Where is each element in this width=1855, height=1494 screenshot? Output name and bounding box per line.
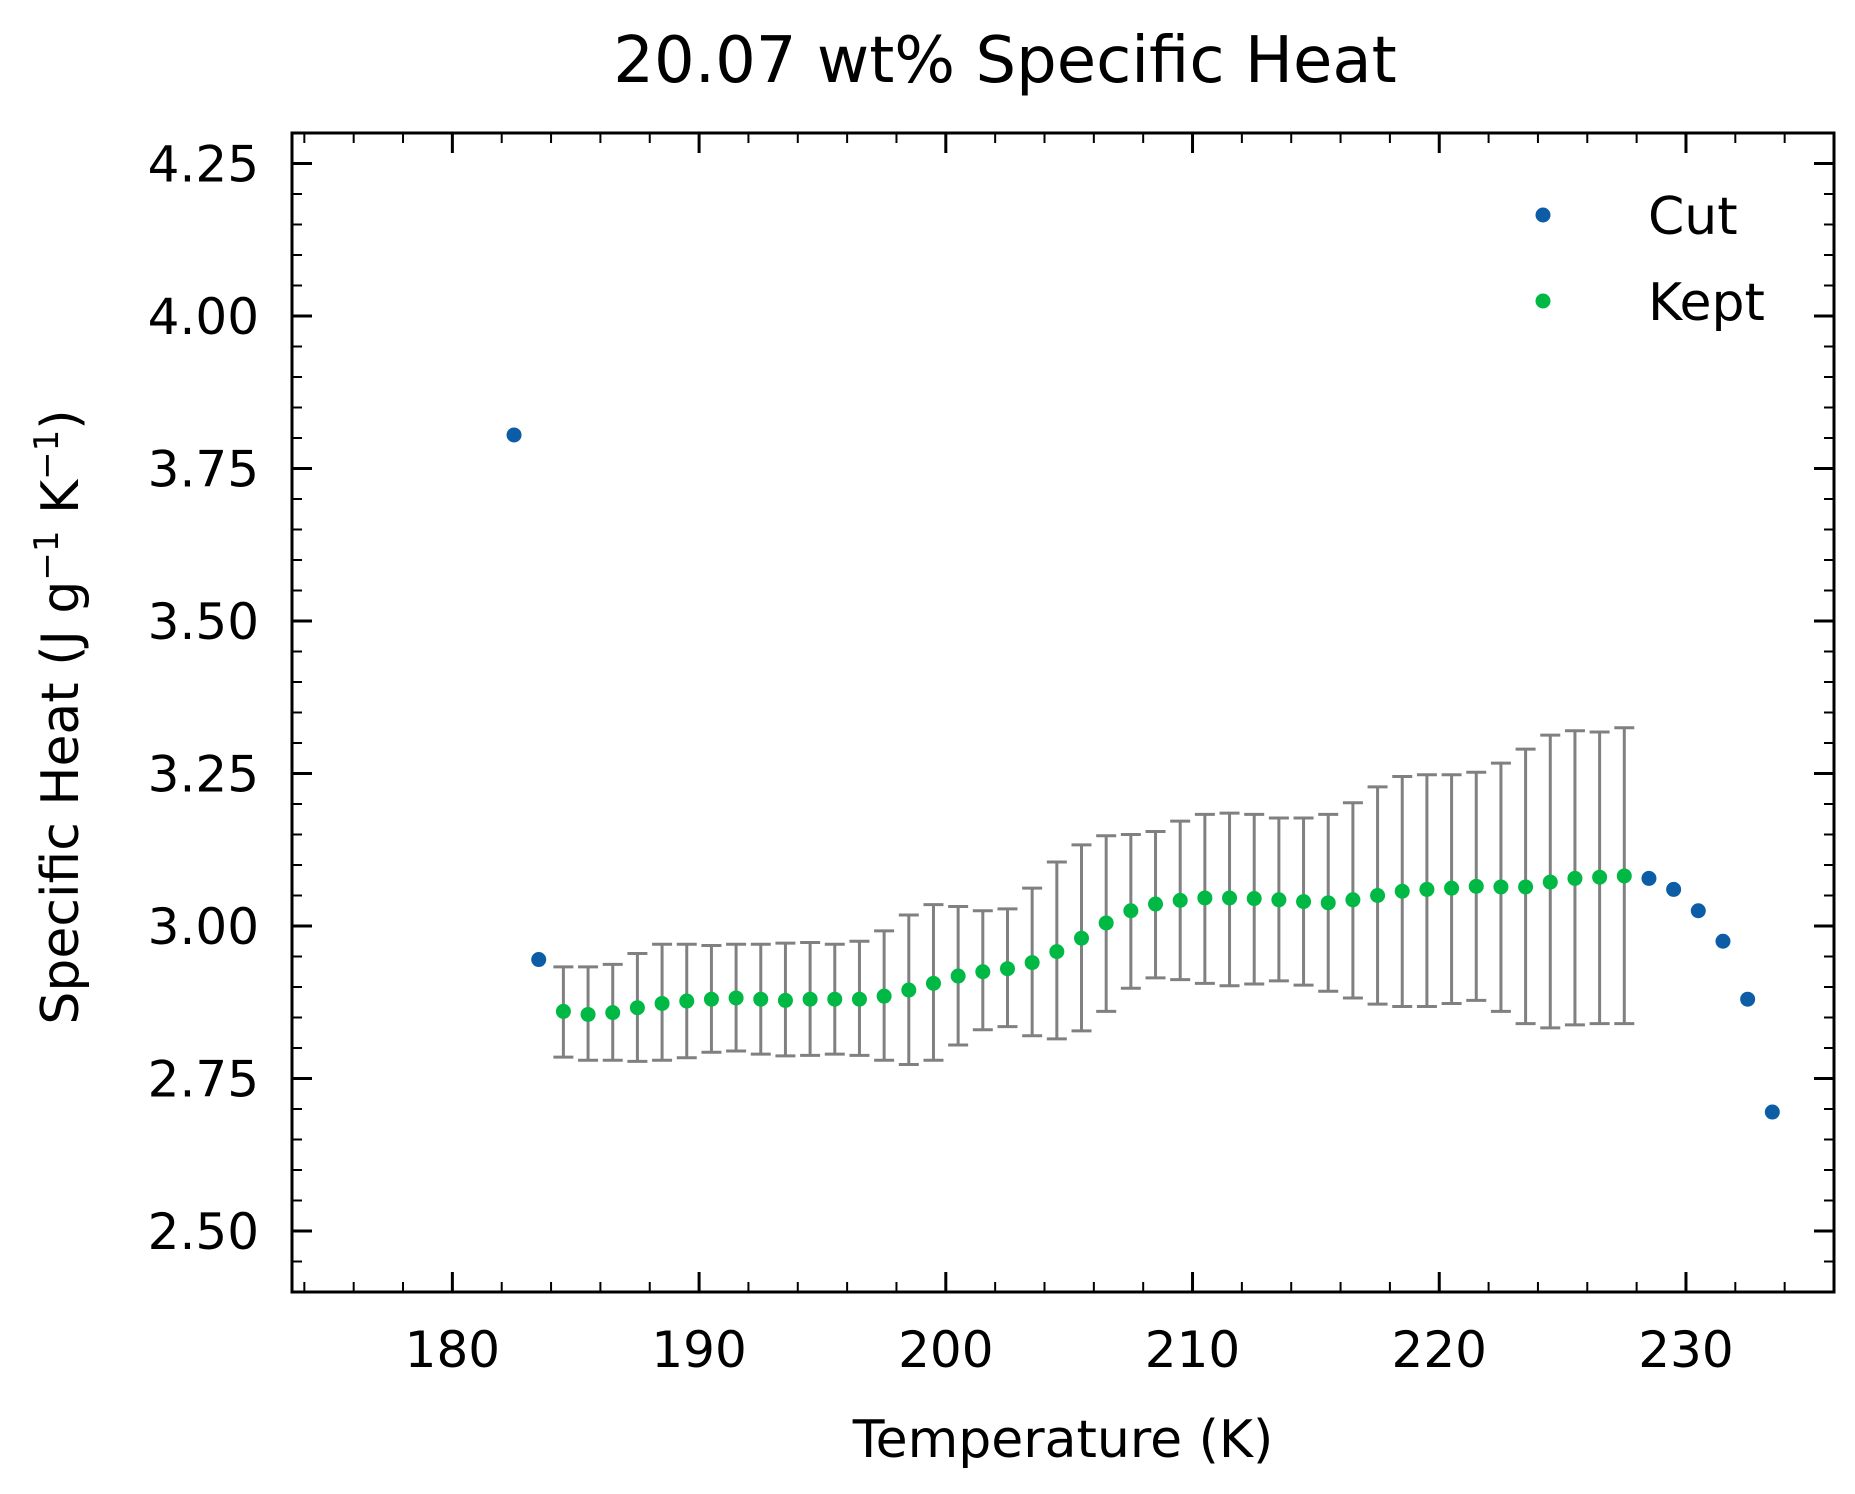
kept-point — [1271, 892, 1287, 908]
chart-title: 20.07 wt% Specific Heat — [613, 24, 1396, 98]
kept-point — [1394, 883, 1410, 899]
cut-point — [1641, 870, 1657, 886]
x-axis-label: Temperature (K) — [852, 1410, 1274, 1470]
kept-point — [1468, 878, 1484, 894]
x-tick-label: 230 — [1638, 1321, 1733, 1379]
kept-point — [851, 991, 867, 1007]
kept-point — [679, 993, 695, 1009]
x-tick-label: 190 — [651, 1321, 746, 1379]
kept-point — [1616, 868, 1632, 884]
kept-point — [1098, 915, 1114, 931]
plot-frame — [290, 131, 1836, 1294]
y-tick-label: 3.50 — [148, 593, 259, 651]
kept-point — [777, 992, 793, 1008]
kept-point — [605, 1005, 621, 1021]
kept-point — [728, 990, 744, 1006]
kept-errorbars — [553, 726, 1635, 1066]
kept-point — [1296, 894, 1312, 910]
x-tick-label: 220 — [1392, 1321, 1487, 1379]
kept-point — [901, 982, 917, 998]
cut-point — [1764, 1104, 1780, 1120]
kept-point — [1246, 891, 1262, 907]
y-tick-label: 3.00 — [148, 898, 259, 956]
y-axis-label-base: Specific Heat (J g — [31, 581, 91, 1025]
legend-marker-cut — [1535, 207, 1551, 223]
y-axis-label-sup2: −1 — [27, 430, 67, 480]
kept-point — [1542, 874, 1558, 890]
kept-point — [827, 991, 843, 1007]
kept-point — [1345, 892, 1361, 908]
y-tick-label: 2.50 — [148, 1203, 259, 1261]
svg-text:Specific Heat (J g−1 K−1): Specific Heat (J g−1 K−1) — [27, 409, 91, 1024]
cut-point — [506, 427, 522, 443]
kept-point — [999, 961, 1015, 977]
kept-point — [1024, 955, 1040, 971]
legend: Cut Kept — [1535, 187, 1765, 333]
cut-point — [1715, 933, 1731, 949]
cut-point — [1740, 991, 1756, 1007]
kept-point — [1320, 895, 1336, 911]
kept-point — [1592, 869, 1608, 885]
kept-point — [1419, 881, 1435, 897]
kept-point — [1222, 890, 1238, 906]
x-tick-label: 210 — [1145, 1321, 1240, 1379]
kept-point — [555, 1003, 571, 1019]
kept-point — [1567, 870, 1583, 886]
y-axis-label-mid: K — [31, 478, 91, 531]
y-tick-label: 3.75 — [148, 441, 259, 499]
cut-point — [531, 952, 547, 968]
kept-point — [1148, 896, 1164, 912]
y-axis-label-sup1: −1 — [27, 530, 67, 580]
legend-marker-kept — [1535, 293, 1551, 309]
kept-point — [925, 975, 941, 991]
kept-point — [1518, 879, 1534, 895]
y-tick-label: 4.25 — [148, 136, 259, 194]
data-points — [506, 427, 1780, 1120]
kept-point — [1123, 903, 1139, 919]
kept-point — [580, 1006, 596, 1022]
x-tick-label: 200 — [898, 1321, 993, 1379]
y-axis-label-end: ) — [31, 409, 91, 429]
kept-point — [703, 991, 719, 1007]
legend-label-cut: Cut — [1648, 187, 1738, 247]
kept-point — [1049, 944, 1065, 960]
kept-point — [975, 964, 991, 980]
kept-point — [654, 995, 670, 1011]
x-tick-label: 180 — [405, 1321, 500, 1379]
kept-point — [1172, 892, 1188, 908]
axis-tick-labels: 180 190 200 210 220 230 2.50 2.75 3.00 3.25 3.50 3.… — [148, 136, 1734, 1380]
cut-point — [1666, 881, 1682, 897]
y-tick-label: 4.00 — [148, 288, 259, 346]
kept-point — [1370, 888, 1386, 903]
axis-ticks — [292, 132, 1835, 1293]
kept-point — [629, 1000, 645, 1016]
cut-point — [1690, 903, 1706, 919]
y-tick-label: 3.25 — [148, 746, 259, 804]
legend-label-kept: Kept — [1648, 273, 1765, 333]
kept-point — [802, 991, 818, 1007]
kept-point — [876, 988, 892, 1004]
kept-point — [753, 991, 769, 1007]
kept-point — [1444, 880, 1460, 896]
y-axis-label: Specific Heat (J g−1 K−1) — [27, 409, 91, 1024]
y-tick-label: 2.75 — [148, 1051, 259, 1109]
kept-point — [1074, 930, 1090, 946]
kept-point — [1197, 890, 1213, 906]
kept-point — [1493, 879, 1509, 895]
kept-point — [950, 968, 966, 984]
